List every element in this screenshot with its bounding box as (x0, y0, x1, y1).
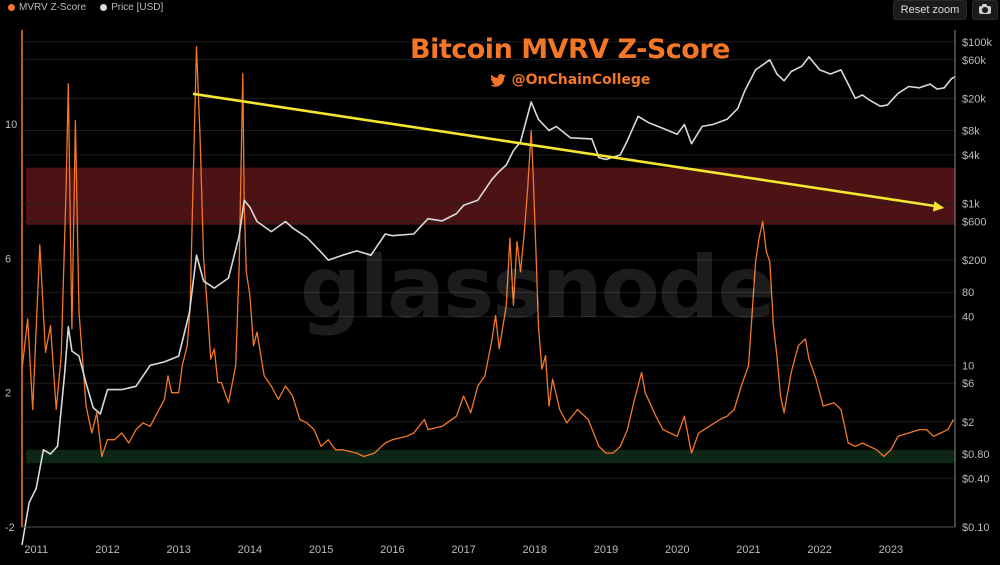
right-tick-label: $0.10 (962, 522, 990, 534)
x-tick-label: 2017 (451, 544, 475, 556)
trend-arrow-head (932, 201, 945, 212)
reset-zoom-button[interactable]: Reset zoom (893, 0, 967, 20)
x-tick-label: 2014 (238, 544, 262, 556)
trend-arrow-line (192, 92, 939, 208)
twitter-bird-icon (489, 73, 506, 87)
left-tick-label: -2 (5, 522, 15, 534)
red-zone-band (26, 167, 955, 225)
twitter-handle: @OnChainCollege (370, 72, 770, 88)
legend-label-price: Price [USD] (111, 2, 164, 13)
legend-swatch-price (100, 4, 108, 11)
right-tick-label: $100k (962, 37, 992, 49)
x-tick-label: 2011 (24, 544, 48, 556)
zscore-series-line (21, 46, 955, 458)
camera-icon (979, 4, 991, 14)
right-tick-label: $0.80 (962, 449, 990, 461)
right-tick-label: $20k (962, 93, 986, 105)
right-tick-label: $8k (962, 126, 980, 138)
x-tick-label: 2015 (309, 544, 333, 556)
right-tick-label: $600 (962, 216, 986, 228)
right-tick-label: 10 (962, 360, 974, 372)
x-tick-label: 2013 (166, 544, 190, 556)
chart-legend: MVRV Z-Score Price [USD] (8, 2, 163, 13)
export-image-button[interactable] (972, 0, 998, 20)
legend-item-zscore[interactable]: MVRV Z-Score (8, 2, 86, 13)
legend-item-price[interactable]: Price [USD] (100, 2, 163, 13)
x-tick-label: 2018 (523, 544, 547, 556)
x-tick-label: 2012 (95, 544, 119, 556)
x-tick-label: 2019 (594, 544, 618, 556)
legend-swatch-zscore (8, 4, 15, 11)
green-zone-band (26, 449, 955, 464)
left-tick-label: 2 (5, 388, 11, 400)
legend-label-zscore: MVRV Z-Score (19, 2, 87, 13)
right-tick-label: $200 (962, 255, 986, 267)
left-tick-label: 6 (5, 253, 11, 265)
right-tick-label: $0.40 (962, 473, 990, 485)
x-tick-label: 2020 (665, 544, 689, 556)
x-tick-label: 2021 (736, 544, 760, 556)
glassnode-watermark: glassnode (300, 238, 776, 338)
right-tick-label: $6 (962, 378, 974, 390)
left-tick-label: 10 (5, 119, 17, 131)
right-tick-label: $4k (962, 150, 980, 162)
right-tick-label: 40 (962, 312, 974, 324)
x-tick-label: 2016 (380, 544, 404, 556)
x-tick-label: 2023 (879, 544, 903, 556)
right-tick-label: $2 (962, 417, 974, 429)
right-tick-label: $60k (962, 55, 986, 67)
right-tick-label: $1k (962, 199, 980, 211)
twitter-handle-text: @OnChainCollege (511, 72, 651, 88)
right-tick-label: 80 (962, 287, 974, 299)
x-tick-label: 2022 (807, 544, 831, 556)
price-series-line (21, 56, 956, 546)
chart-title: Bitcoin MVRV Z-Score (410, 34, 730, 65)
